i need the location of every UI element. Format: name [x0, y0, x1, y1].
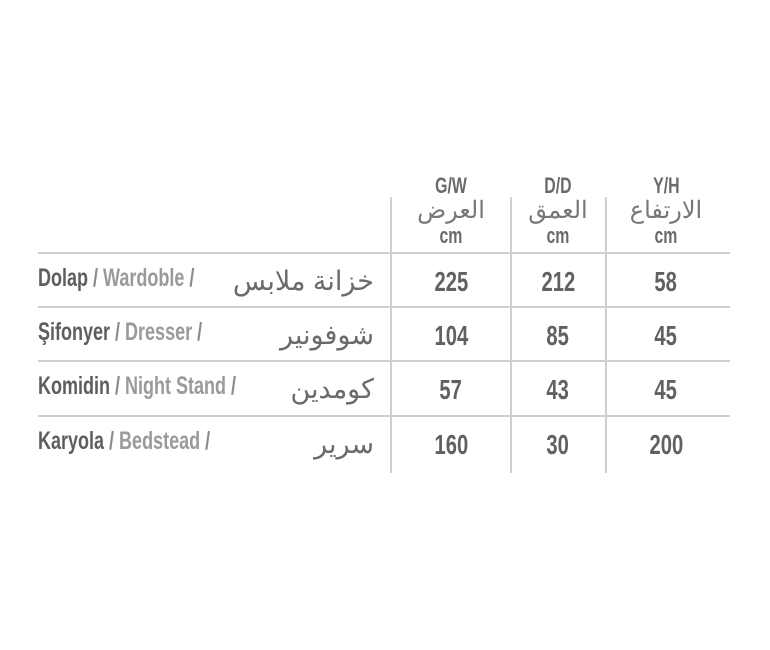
column-divider: [605, 197, 607, 473]
column-divider: [510, 197, 512, 473]
column-header-width: G/W العرض cm: [396, 174, 506, 248]
header-unit: cm: [439, 223, 463, 248]
column-header-height: Y/H الارتفاع cm: [611, 174, 721, 248]
item-arabic: خزانة ملابس: [232, 266, 374, 296]
depth-value: 212: [541, 266, 575, 297]
width-value: 104: [434, 320, 468, 351]
width-value: 225: [434, 266, 468, 297]
item-label: Şifonyer / Dresser /: [38, 318, 203, 346]
table-row: Şifonyer / Dresser / شوفونير 104 85 45: [0, 308, 770, 362]
width-value: 57: [439, 374, 463, 405]
item-label: Karyola / Bedstead /: [38, 427, 211, 455]
height-value: 58: [654, 266, 678, 297]
height-value: 200: [649, 429, 683, 460]
table-row: Karyola / Bedstead / سرير 160 30 200: [0, 417, 770, 471]
height-value: 45: [654, 320, 678, 351]
header-arabic: الارتفاع: [629, 197, 703, 224]
header-code: Y/H: [652, 173, 680, 198]
column-divider: [390, 197, 392, 473]
item-arabic: سرير: [314, 429, 374, 459]
header-unit: cm: [654, 223, 678, 248]
header-arabic: العمق: [528, 197, 588, 224]
header-unit: cm: [546, 223, 570, 248]
item-label: Dolap / Wardoble /: [38, 264, 195, 292]
row-divider: [38, 360, 730, 362]
depth-value: 30: [546, 429, 570, 460]
width-value: 160: [434, 429, 468, 460]
column-header-depth: D/D العمق cm: [503, 174, 613, 248]
header-arabic: العرض: [417, 197, 485, 224]
header-code: G/W: [435, 173, 467, 198]
table-row: Dolap / Wardoble / خزانة ملابس 225 212 5…: [0, 254, 770, 308]
table-row: Komidin / Night Stand / كومدين 57 43 45: [0, 362, 770, 416]
height-value: 45: [654, 374, 678, 405]
depth-value: 85: [546, 320, 570, 351]
row-divider: [38, 252, 730, 254]
item-label: Komidin / Night Stand /: [38, 372, 237, 400]
row-divider: [38, 306, 730, 308]
depth-value: 43: [546, 374, 570, 405]
item-arabic: شوفونير: [280, 320, 374, 350]
item-arabic: كومدين: [290, 374, 374, 404]
row-divider: [38, 415, 730, 417]
header-code: D/D: [544, 173, 572, 198]
